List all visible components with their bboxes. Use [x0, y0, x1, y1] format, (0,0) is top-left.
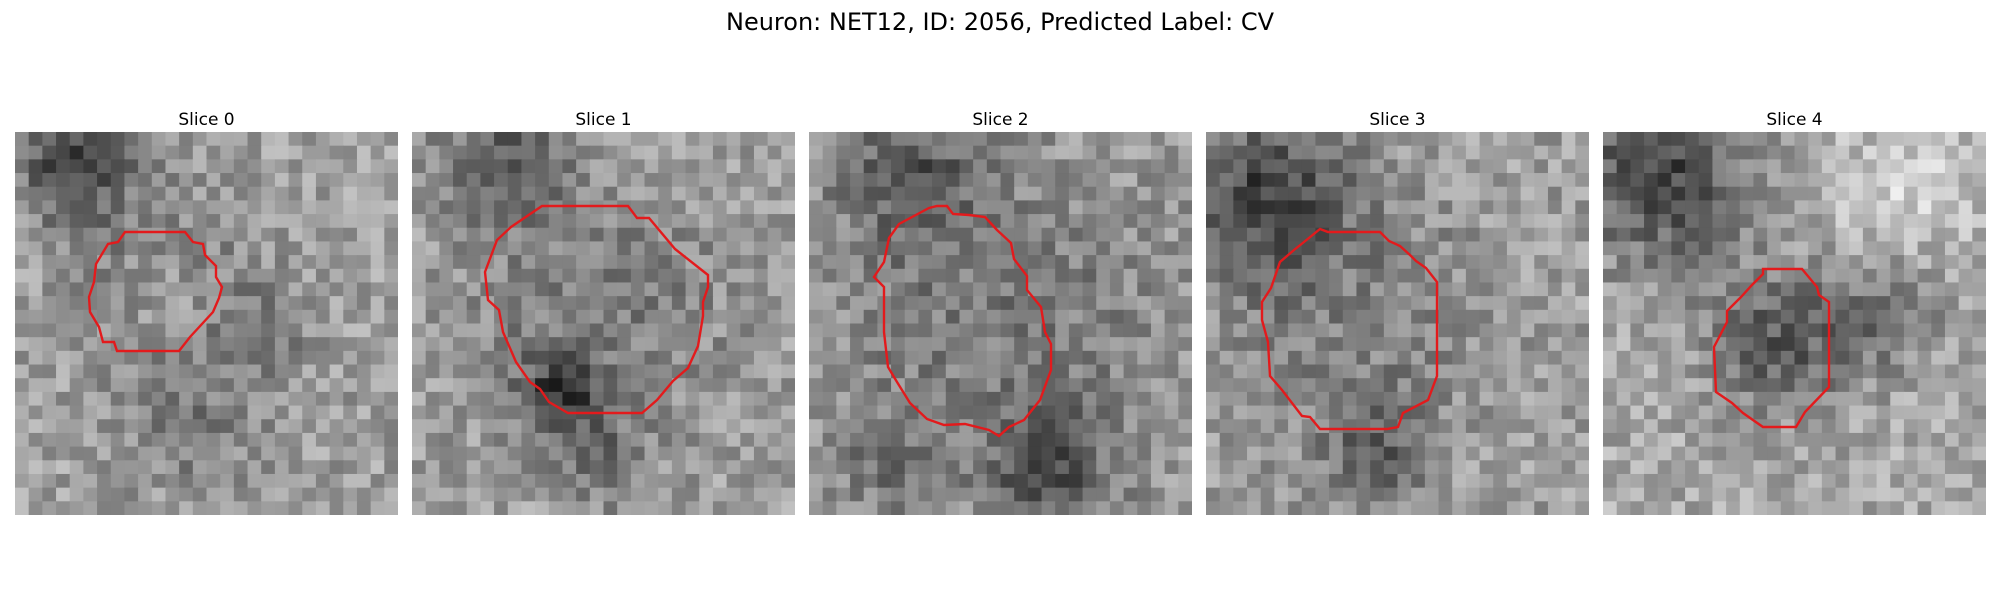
contour-outline [87, 230, 224, 353]
contour-outline [872, 204, 1053, 438]
slice-panel-0: Slice 0 [15, 108, 398, 515]
slice-title: Slice 3 [1369, 110, 1426, 130]
slice-panel-2: Slice 2 [809, 108, 1192, 515]
contour-outline [1712, 267, 1831, 429]
contour-outline [1260, 227, 1439, 431]
slice-panel-1: Slice 1 [412, 108, 795, 515]
slice-image [809, 132, 1192, 515]
slice-image [1206, 132, 1589, 515]
grayscale-pixels [412, 132, 795, 515]
slice-title: Slice 4 [1766, 110, 1823, 130]
slice-panel-3: Slice 3 [1206, 108, 1589, 515]
grayscale-pixels [809, 132, 1192, 515]
slice-image [1603, 132, 1986, 515]
grayscale-pixels [15, 132, 398, 515]
slice-title: Slice 2 [972, 110, 1029, 130]
slice-image [412, 132, 795, 515]
slice-panel-4: Slice 4 [1603, 108, 1986, 515]
contour-outline [483, 204, 710, 415]
slice-title: Slice 0 [178, 110, 235, 130]
grayscale-pixels [1206, 132, 1589, 515]
slice-title: Slice 1 [575, 110, 632, 130]
figure-title: Neuron: NET12, ID: 2056, Predicted Label… [726, 8, 1274, 36]
grayscale-pixels [1603, 132, 1986, 515]
slice-image [15, 132, 398, 515]
